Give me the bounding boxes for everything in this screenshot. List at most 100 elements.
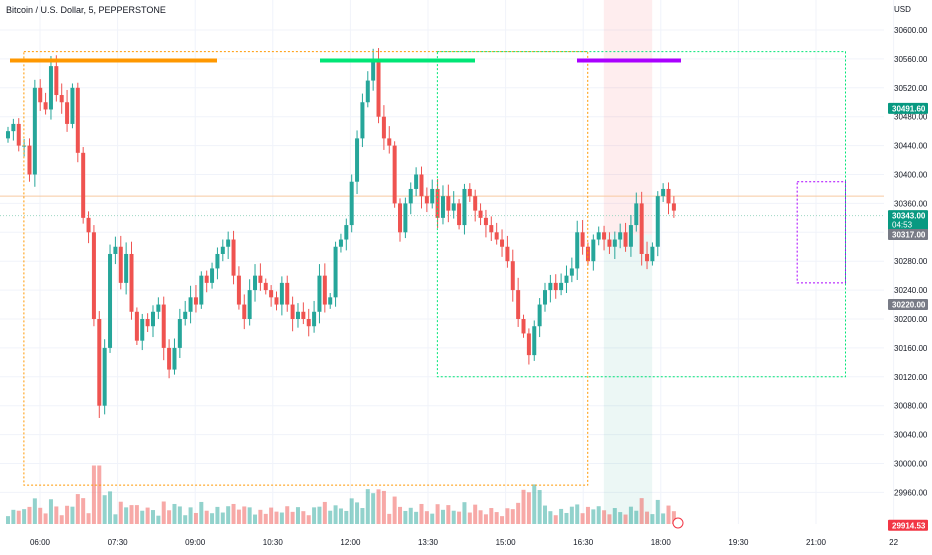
candle-body[interactable]: [553, 282, 558, 291]
candle-body[interactable]: [623, 232, 628, 247]
candle-body[interactable]: [666, 188, 671, 204]
candle-body[interactable]: [258, 275, 263, 283]
purple-rectangle[interactable]: [796, 181, 846, 284]
candle-body[interactable]: [150, 311, 155, 327]
candle-body[interactable]: [408, 188, 413, 204]
candle-body[interactable]: [580, 232, 585, 247]
candle-body[interactable]: [129, 253, 134, 312]
candle-body[interactable]: [628, 225, 633, 247]
candle-body[interactable]: [247, 290, 252, 319]
candle-body[interactable]: [500, 239, 505, 247]
candle-body[interactable]: [424, 196, 429, 204]
candle-body[interactable]: [591, 239, 596, 262]
candle-body[interactable]: [167, 347, 172, 370]
candle-body[interactable]: [226, 239, 231, 247]
candle-body[interactable]: [494, 232, 499, 240]
candle-body[interactable]: [279, 282, 284, 305]
candle-body[interactable]: [75, 87, 80, 153]
candle-body[interactable]: [655, 196, 660, 247]
stop-zone[interactable]: [603, 0, 653, 235]
candle-body[interactable]: [215, 253, 220, 269]
candle-body[interactable]: [548, 282, 553, 291]
lightning-icon[interactable]: [672, 517, 684, 529]
candle-body[interactable]: [317, 275, 322, 312]
candle-body[interactable]: [360, 102, 365, 139]
candle-body[interactable]: [671, 203, 676, 211]
candle-body[interactable]: [537, 304, 542, 327]
candle-body[interactable]: [285, 282, 290, 305]
candle-body[interactable]: [575, 232, 580, 269]
candle-body[interactable]: [403, 203, 408, 233]
candle-body[interactable]: [231, 239, 236, 276]
candle-body[interactable]: [344, 225, 349, 240]
candle-body[interactable]: [86, 217, 91, 233]
candle-body[interactable]: [193, 297, 198, 305]
candle-body[interactable]: [118, 246, 123, 283]
candle-body[interactable]: [188, 297, 193, 312]
green-rectangle[interactable]: [436, 51, 846, 378]
candle-body[interactable]: [6, 131, 10, 139]
candle-body[interactable]: [473, 196, 478, 211]
candle-body[interactable]: [43, 102, 48, 110]
candle-body[interactable]: [516, 290, 521, 319]
candle-body[interactable]: [338, 239, 343, 247]
candle-body[interactable]: [312, 311, 317, 327]
candle-body[interactable]: [467, 188, 472, 197]
candle-body[interactable]: [295, 311, 300, 319]
candle-body[interactable]: [220, 246, 225, 254]
candle-body[interactable]: [585, 246, 590, 262]
candle-body[interactable]: [462, 188, 467, 226]
candle-body[interactable]: [70, 87, 75, 124]
orange-rectangle[interactable]: [23, 51, 589, 486]
candle-body[interactable]: [27, 145, 32, 175]
candle-body[interactable]: [639, 203, 644, 254]
candle-body[interactable]: [102, 347, 107, 406]
candle-body[interactable]: [59, 95, 64, 103]
candle-body[interactable]: [134, 311, 139, 341]
candle-body[interactable]: [236, 275, 241, 305]
candle-body[interactable]: [140, 319, 145, 341]
candle-body[interactable]: [108, 253, 113, 348]
candle-body[interactable]: [596, 232, 601, 240]
candle-body[interactable]: [242, 304, 247, 319]
candle-body[interactable]: [607, 239, 612, 247]
candle-body[interactable]: [172, 347, 177, 370]
candle-body[interactable]: [451, 203, 456, 211]
candle-body[interactable]: [371, 58, 376, 81]
candle-body[interactable]: [489, 225, 494, 233]
candle-body[interactable]: [645, 253, 650, 262]
candle-body[interactable]: [91, 232, 96, 319]
candle-body[interactable]: [145, 319, 150, 327]
candle-body[interactable]: [349, 181, 354, 226]
candle-body[interactable]: [532, 326, 537, 356]
candle-body[interactable]: [199, 275, 204, 305]
candle-body[interactable]: [414, 174, 419, 189]
candle-body[interactable]: [569, 268, 574, 276]
candle-body[interactable]: [301, 311, 306, 319]
candle-body[interactable]: [365, 80, 370, 103]
candle-body[interactable]: [510, 261, 515, 291]
candle-body[interactable]: [559, 282, 564, 291]
candle-body[interactable]: [355, 138, 360, 182]
candle-body[interactable]: [253, 275, 258, 291]
candle-body[interactable]: [81, 152, 86, 218]
candle-body[interactable]: [177, 319, 182, 348]
candle-body[interactable]: [440, 196, 445, 218]
candle-body[interactable]: [97, 319, 102, 406]
candle-body[interactable]: [274, 297, 279, 305]
candle-body[interactable]: [269, 290, 274, 298]
candle-body[interactable]: [376, 58, 381, 117]
candle-body[interactable]: [446, 196, 451, 211]
candle-body[interactable]: [564, 275, 569, 283]
candle-body[interactable]: [32, 87, 37, 175]
candle-body[interactable]: [505, 246, 510, 262]
candle-body[interactable]: [650, 246, 655, 262]
candle-body[interactable]: [48, 66, 53, 110]
candle-body[interactable]: [16, 123, 21, 146]
candle-body[interactable]: [65, 102, 70, 124]
candle-body[interactable]: [521, 319, 526, 334]
candle-body[interactable]: [387, 138, 392, 146]
candle-body[interactable]: [113, 246, 118, 254]
candle-body[interactable]: [612, 239, 617, 247]
